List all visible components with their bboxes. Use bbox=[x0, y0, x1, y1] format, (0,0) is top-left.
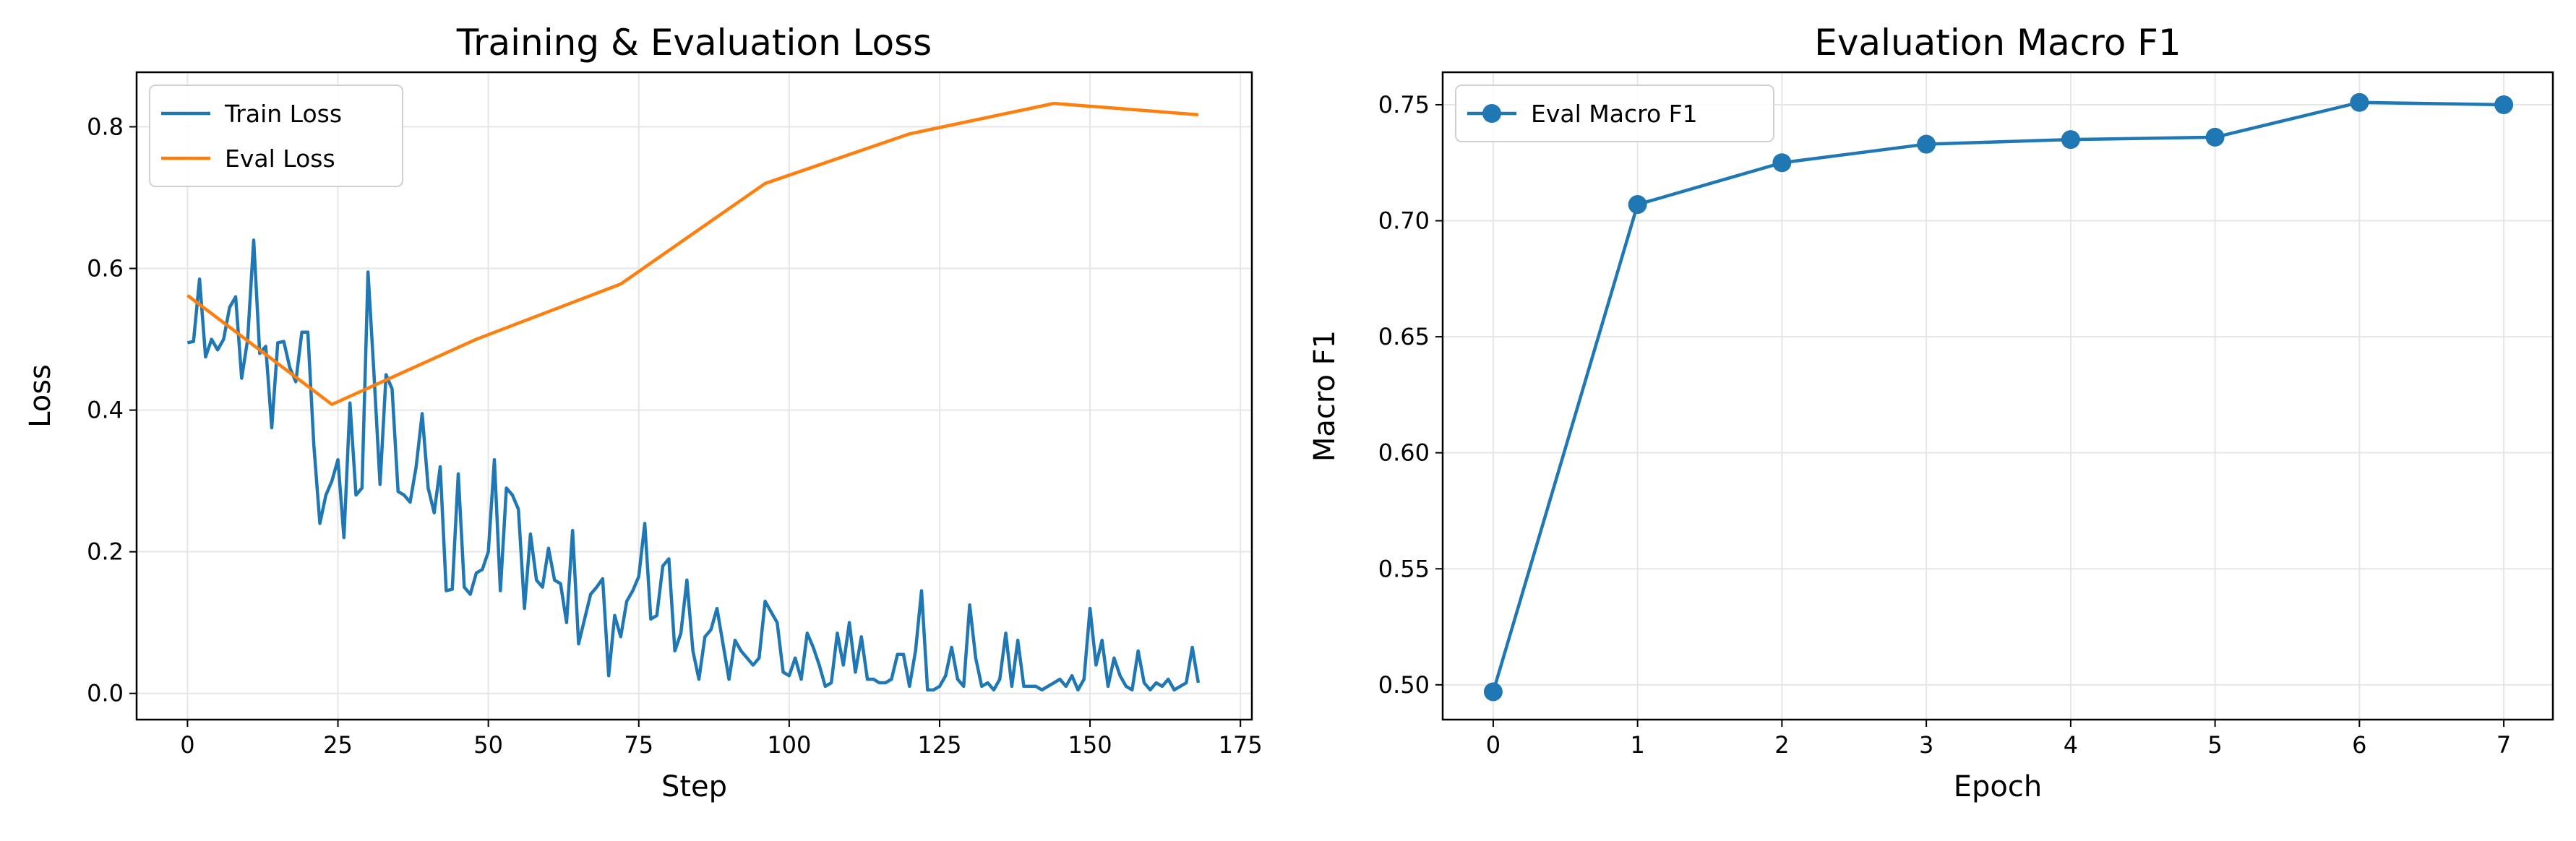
y-tick-label: 0.0 bbox=[87, 680, 124, 707]
x-tick-label: 75 bbox=[624, 731, 653, 759]
y-tick-label: 0.55 bbox=[1378, 555, 1430, 582]
x-tick-label: 0 bbox=[1486, 731, 1500, 759]
legend-box bbox=[149, 85, 403, 187]
y-axis-label: Macro F1 bbox=[1308, 330, 1341, 462]
y-axis-label: Loss bbox=[24, 364, 57, 428]
y-tick-label: 0.70 bbox=[1378, 207, 1430, 235]
x-tick-label: 5 bbox=[2207, 731, 2222, 759]
y-tick-label: 0.2 bbox=[87, 538, 124, 566]
y-tick-label: 0.65 bbox=[1378, 323, 1430, 350]
data-point bbox=[1628, 195, 1647, 215]
data-point bbox=[2350, 92, 2369, 112]
data-point bbox=[2061, 130, 2080, 150]
y-tick-label: 0.4 bbox=[87, 397, 124, 424]
x-tick-label: 100 bbox=[767, 731, 811, 759]
series-line bbox=[186, 238, 1201, 692]
axes-frame bbox=[135, 71, 1253, 721]
data-point bbox=[1483, 682, 1503, 702]
y-tick-label: 0.60 bbox=[1378, 439, 1430, 467]
axes-frame bbox=[1441, 71, 2554, 721]
x-tick-label: 125 bbox=[917, 731, 961, 759]
y-tick-label: 0.8 bbox=[87, 113, 124, 140]
data-point bbox=[2494, 95, 2514, 114]
x-tick-label: 6 bbox=[2352, 731, 2366, 759]
y-tick-label: 0.6 bbox=[87, 255, 124, 283]
legend-marker bbox=[1482, 104, 1501, 123]
x-tick-label: 4 bbox=[2064, 731, 2078, 759]
x-tick-label: 3 bbox=[1919, 731, 1933, 759]
chart-title: Training & Evaluation Loss bbox=[456, 22, 932, 64]
x-tick-label: 25 bbox=[323, 731, 353, 759]
chart-title: Evaluation Macro F1 bbox=[1814, 22, 2181, 64]
legend-label: Eval Loss bbox=[225, 145, 335, 173]
x-tick-label: 0 bbox=[180, 731, 194, 759]
x-tick-label: 150 bbox=[1068, 731, 1112, 759]
data-point bbox=[1772, 153, 1792, 173]
data-point bbox=[2205, 127, 2225, 147]
legend-label: Train Loss bbox=[224, 100, 342, 128]
series-line bbox=[1491, 100, 2504, 693]
x-tick-label: 7 bbox=[2496, 731, 2511, 759]
legend-box bbox=[1455, 85, 1774, 142]
y-tick-label: 0.75 bbox=[1378, 91, 1430, 118]
data-point bbox=[1917, 134, 1936, 154]
x-tick-label: 1 bbox=[1630, 731, 1644, 759]
x-axis-label: Epoch bbox=[1954, 770, 2042, 803]
legend-label: Eval Macro F1 bbox=[1531, 100, 1698, 128]
y-tick-label: 0.50 bbox=[1378, 671, 1430, 699]
x-axis-label: Step bbox=[661, 770, 727, 803]
x-tick-label: 175 bbox=[1219, 731, 1263, 759]
series-line bbox=[186, 101, 1199, 407]
x-tick-label: 2 bbox=[1774, 731, 1789, 759]
x-tick-label: 50 bbox=[473, 731, 503, 759]
